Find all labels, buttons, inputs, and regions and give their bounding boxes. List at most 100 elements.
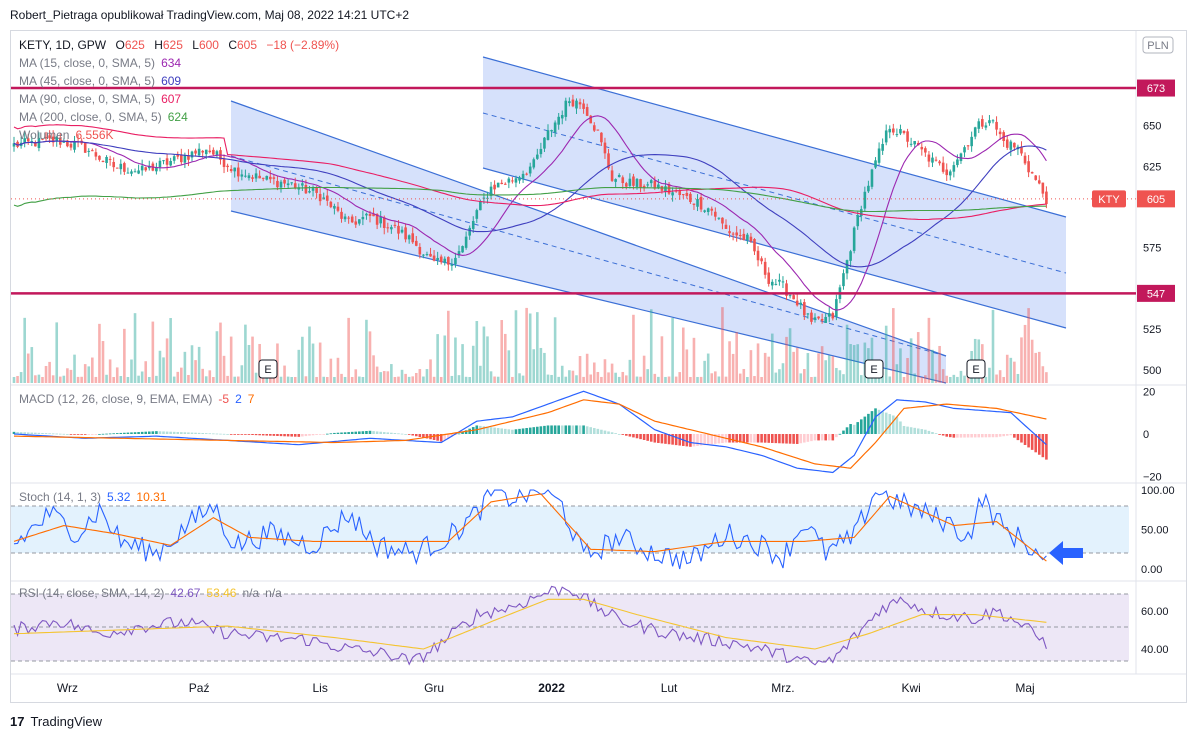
volume-bar [365,319,368,383]
svg-text:MA (45, close, 0, SMA, 5)609: MA (45, close, 0, SMA, 5) 609 [19,74,181,88]
candle [738,229,742,241]
macd-histogram-bar [941,434,945,436]
volume-bar [770,333,774,383]
macd-histogram-bar [778,434,781,444]
candle [73,135,76,153]
candle [98,155,101,162]
volume-bar [272,376,276,383]
candle [756,246,760,267]
candle [286,179,290,189]
macd-histogram-bar [948,434,952,438]
candle [600,132,603,147]
macd-histogram-bar [852,424,856,434]
time-tick-label: Wrz [57,681,78,695]
candle-body [728,231,731,234]
candle [710,206,714,216]
macd-histogram-bar [525,428,528,434]
candle-body [607,153,610,169]
rsi-legend-v1: 42.67 [170,586,200,600]
candle-body [51,136,55,143]
volume-bar [219,322,222,383]
candle [130,169,133,177]
candle-body [884,130,888,143]
channel-left-lower-line [230,210,947,384]
candle-body [749,236,753,242]
candle-body [557,116,560,125]
chart-area[interactable]: E E E 700650625575525500 673 547 KTY 605 [10,30,1187,703]
macd-histogram-bar [1016,434,1020,441]
volume-bar [845,324,849,383]
macd-histogram-bar [550,425,553,434]
candle [692,203,696,210]
macd-histogram-bar [892,415,895,434]
candle-body [336,206,340,211]
volume-bar [781,363,785,383]
macd-histogram-bar [208,433,212,435]
volume-bar [657,376,660,383]
volume-bar [454,337,457,383]
macd-histogram-bar [343,432,347,434]
chart-canvas[interactable]: E E E 700650625575525500 673 547 KTY 605 [11,31,1186,702]
candle [101,160,105,163]
volume-bar [429,359,432,383]
volume-bar [710,373,714,383]
volume-bar [568,370,571,383]
price-axis[interactable]: 700650625575525500 [1143,39,1161,377]
candle-body [133,171,137,173]
macd-histogram-bar [827,434,831,441]
candle [706,207,710,216]
candle-body [290,182,293,184]
candle [856,211,860,230]
stoch-tick-label: 100.00 [1141,485,1175,497]
earnings-marker[interactable]: E [966,359,986,379]
volume-bar [753,376,756,383]
macd-histogram-bar [617,434,621,435]
candle-body [867,185,870,192]
candle-body [272,177,276,179]
macd-histogram-bar [322,434,326,435]
candle-body [418,246,422,255]
candle-body [831,313,835,319]
candle [970,131,973,152]
volume-bar [343,376,347,383]
candle-body [155,166,158,172]
macd-histogram-bar [130,432,133,434]
candle-body [414,240,418,246]
earnings-marker[interactable]: E [864,359,884,379]
volume-bar [799,373,803,383]
candle-body [906,131,909,142]
candle-body [41,138,44,140]
macd-histogram-bar [158,431,162,434]
volume-bar [731,353,735,383]
candle-body [397,225,400,234]
volume-bar [244,324,247,383]
macd-histogram-bar [19,432,23,434]
volume-bar [507,350,511,383]
volume-bar [795,347,799,383]
candle-body [375,213,379,225]
candle [582,99,585,114]
candle-body [642,185,646,188]
macd-histogram-bar [318,434,322,435]
time-tick-label: Lut [661,681,678,695]
macd-histogram-bar [219,433,222,435]
candle-body [703,210,706,212]
volume-bar [956,376,959,383]
macd-histogram-bar [539,426,543,434]
candle [803,298,806,320]
volume-bar [290,376,293,383]
earnings-marker[interactable]: E [258,359,278,379]
volume-bar [635,376,639,383]
candle [365,212,368,220]
candle [646,181,649,188]
time-axis[interactable]: Wrz Paź Lis Gru 2022 Lut Mrz. Kwi Maj [57,681,1035,695]
candle-body [372,213,375,217]
candle [824,313,827,324]
macd-histogram-bar [585,426,589,434]
volume-bar [1005,354,1009,383]
volume-bars [12,307,1048,383]
candle-body [204,149,208,155]
candle-body [325,195,329,201]
currency-badge[interactable]: PLN [1142,36,1174,54]
candle [432,250,436,262]
